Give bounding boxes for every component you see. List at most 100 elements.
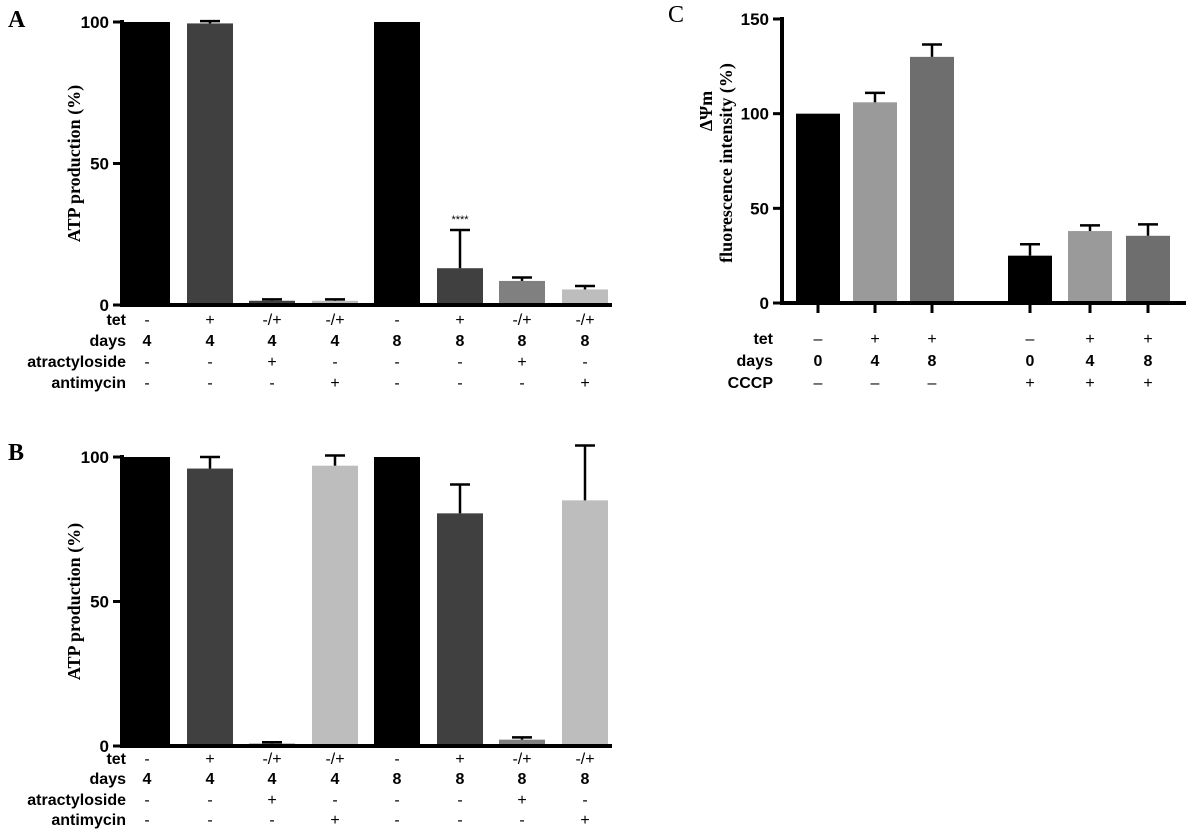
y-axis-label-symbol: ΔΨm [696, 91, 716, 131]
row-cell: + [580, 375, 589, 392]
row-cell: -/+ [575, 312, 594, 329]
bar [853, 102, 897, 303]
row-cell: + [517, 354, 526, 371]
row-cell: - [207, 354, 212, 371]
bar [374, 457, 420, 746]
row-cell: + [1025, 375, 1034, 392]
row-cell: + [455, 751, 464, 768]
row-cell: 8 [518, 333, 527, 350]
row-cell: - [144, 375, 149, 392]
row-cell: + [330, 375, 339, 392]
row-cell: -/+ [262, 751, 281, 768]
y-tick-label: 0 [100, 296, 109, 315]
row-label-CCCP: CCCP [728, 375, 774, 392]
bar [124, 22, 170, 305]
row-cell: - [332, 354, 337, 371]
row-cell: 4 [206, 333, 215, 350]
row-cell: + [455, 312, 464, 329]
row-cell: - [332, 792, 337, 809]
y-tick-label: 0 [100, 737, 109, 756]
row-cell: -/+ [325, 312, 344, 329]
bar [187, 468, 233, 746]
panel-c-chart: C 0 50 100 150 ΔΨm fluorescence intensity (%) t… [668, 2, 1186, 392]
panel-letter-c: C [668, 2, 684, 28]
row-label-tet: tet [106, 751, 126, 768]
row-cell: + [580, 812, 589, 829]
row-cell: - [457, 375, 462, 392]
row-cell: - [144, 751, 149, 768]
row-cell: 4 [268, 333, 277, 350]
row-cell: - [394, 751, 399, 768]
row-cell: - [144, 354, 149, 371]
row-cell: + [927, 331, 936, 348]
row-label-antimycin: antimycin [51, 375, 126, 392]
y-tick-label: 50 [750, 199, 769, 218]
y-axis-label: ATP production (%) [64, 85, 85, 242]
y-tick-label: 50 [90, 593, 109, 612]
y-tick-label: 100 [81, 13, 109, 32]
row-cell: + [267, 792, 276, 809]
bar [374, 22, 420, 305]
row-cell: - [394, 375, 399, 392]
row-cell: – [1026, 331, 1035, 348]
bar [562, 500, 608, 746]
row-cell: 4 [143, 333, 152, 350]
bar [499, 280, 545, 305]
row-cell: 8 [1144, 353, 1153, 370]
y-tick-label: 50 [90, 155, 109, 174]
row-cell: 8 [581, 333, 590, 350]
row-cell: - [269, 812, 274, 829]
significance-annotation: **** [451, 214, 469, 226]
row-cell: + [870, 331, 879, 348]
bar [910, 56, 954, 303]
bar [187, 23, 233, 305]
panel-b-chart: B 0 50 100 ATP production (%) tet - + -/+ -/+ - + -/… [8, 440, 612, 829]
row-cell: – [928, 375, 937, 392]
row-cell: + [1143, 331, 1152, 348]
bar [312, 300, 358, 305]
row-cell: + [1085, 331, 1094, 348]
row-cell: - [269, 375, 274, 392]
y-axis-label: fluorescence intensity (%) [716, 63, 737, 263]
y-tick-label: 150 [741, 10, 769, 29]
row-cell: – [814, 375, 823, 392]
y-tick-label: 100 [81, 448, 109, 467]
bar [124, 457, 170, 746]
row-cell: + [330, 812, 339, 829]
row-cell: 0 [1026, 353, 1035, 370]
row-cell: 4 [1086, 353, 1095, 370]
row-cell: + [205, 312, 214, 329]
row-label-days: days [90, 771, 127, 788]
y-axis-label: ATP production (%) [64, 523, 85, 680]
row-cell: - [394, 792, 399, 809]
y-tick-label: 0 [760, 294, 769, 313]
row-cell: + [517, 792, 526, 809]
row-cell: 8 [393, 771, 402, 788]
row-label-tet: tet [106, 312, 126, 329]
row-cell: 0 [814, 353, 823, 370]
bar [1126, 235, 1170, 303]
row-cell: + [1085, 375, 1094, 392]
row-cell: 4 [331, 333, 340, 350]
row-cell: 4 [268, 771, 277, 788]
panel-letter-a: A [8, 7, 26, 33]
row-cell: - [457, 792, 462, 809]
row-label-days: days [737, 353, 774, 370]
row-cell: 4 [206, 771, 215, 788]
row-cell: - [519, 375, 524, 392]
row-cell: -/+ [512, 751, 531, 768]
row-cell: - [394, 354, 399, 371]
bar [437, 513, 483, 746]
row-cell: 8 [928, 353, 937, 370]
bar [1068, 231, 1112, 303]
bar [1008, 255, 1052, 303]
row-cell: - [144, 312, 149, 329]
row-label-days: days [90, 333, 127, 350]
row-cell: 8 [456, 771, 465, 788]
bar [249, 300, 295, 305]
row-cell: - [457, 812, 462, 829]
row-cell: - [519, 812, 524, 829]
row-cell: -/+ [262, 312, 281, 329]
row-cell: - [144, 792, 149, 809]
panel-letter-b: B [8, 440, 24, 466]
